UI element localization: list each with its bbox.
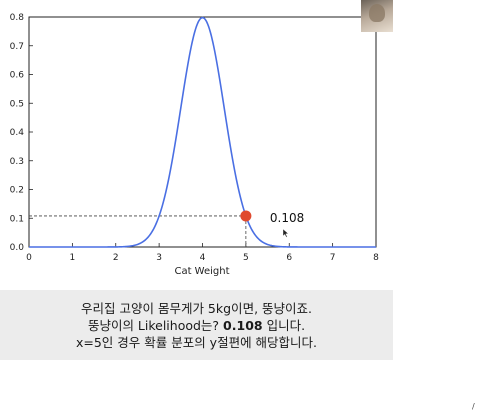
x-tick-label: 3 [156,253,162,263]
caption-line-2-end: 입니다. [262,318,306,333]
caption-line-1: 우리집 고양이 몸무게가 5kg이면, 뚱냥이죠. [81,301,312,316]
x-tick-label: 0 [26,253,32,263]
likelihood-chart: 0.0 0.1 0.2 0.3 0.4 0.5 0.6 0.7 0.8 0 1 2 3 4 5 6 7 8 Ca… [10,13,379,277]
caption-line-3: x=5인 경우 확률 분포의 y절편에 해당합니다. [75,335,318,350]
y-axis-ticks: 0.0 0.1 0.2 0.3 0.4 0.5 0.6 0.7 0.8 [10,13,33,253]
x-tick-label: 2 [113,253,119,263]
x-tick-label: 8 [373,253,379,263]
y-tick-label: 0.0 [10,243,25,253]
caption: 우리집 고양이 몸무게가 5kg이면, 뚱냥이죠. 뚱냥이의 Likelihoo… [0,300,393,351]
corner-mark: / [472,402,475,411]
x-tick-label: 4 [200,253,206,263]
x-axis-title: Cat Weight [174,266,229,277]
y-tick-label: 0.8 [10,13,25,23]
y-tick-label: 0.7 [10,42,24,52]
x-tick-label: 7 [330,253,336,263]
y-tick-label: 0.5 [10,99,24,109]
plot-frame [28,16,377,248]
y-tick-label: 0.1 [10,214,24,224]
likelihood-point [240,210,252,222]
likelihood-value-label: 0.108 [270,211,304,225]
y-tick-label: 0.3 [10,157,24,167]
caption-line-2: 뚱냥이의 Likelihood는? 0.108 입니다. [0,317,393,334]
y-tick-label: 0.4 [10,128,25,138]
mouse-cursor-icon [282,228,289,238]
x-tick-label: 6 [286,253,292,263]
x-tick-label: 1 [70,253,76,263]
x-tick-label: 5 [243,253,249,263]
y-tick-label: 0.6 [10,71,25,81]
caption-background [0,290,393,360]
y-tick-label: 0.2 [10,186,24,196]
cat-photo-thumbnail [361,0,393,32]
cat-figure [369,4,385,22]
caption-likelihood-value: 0.108 [223,318,263,333]
normal-distribution-curve [29,16,376,248]
caption-line-2-text: 뚱냥이의 Likelihood는? [87,318,224,333]
